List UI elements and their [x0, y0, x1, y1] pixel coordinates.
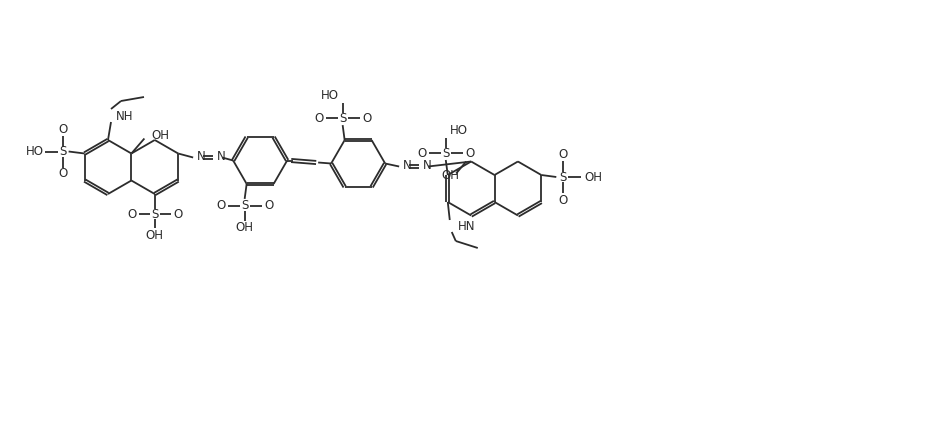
Text: OH: OH	[235, 222, 254, 234]
Text: OH: OH	[151, 129, 169, 142]
Text: HO: HO	[450, 124, 468, 136]
Text: O: O	[314, 111, 323, 124]
Text: N: N	[403, 159, 412, 172]
Text: S: S	[241, 199, 248, 212]
Text: O: O	[465, 146, 474, 160]
Text: O: O	[58, 167, 67, 180]
Text: O: O	[559, 194, 568, 206]
Text: O: O	[559, 148, 568, 160]
Text: O: O	[417, 146, 427, 160]
Text: O: O	[362, 111, 372, 124]
Text: OH: OH	[441, 169, 460, 182]
Text: N: N	[217, 150, 226, 163]
Text: OH: OH	[585, 170, 602, 184]
Text: HO: HO	[25, 145, 44, 158]
Text: N: N	[197, 150, 205, 163]
Text: OH: OH	[146, 228, 163, 241]
Text: O: O	[173, 208, 182, 221]
Text: NH: NH	[116, 109, 134, 122]
Text: N: N	[423, 159, 432, 172]
Text: S: S	[151, 208, 159, 221]
Text: S: S	[339, 111, 347, 124]
Text: S: S	[442, 146, 449, 160]
Text: O: O	[58, 123, 67, 136]
Text: O: O	[216, 199, 225, 212]
Text: HO: HO	[320, 89, 339, 102]
Text: O: O	[127, 208, 136, 221]
Text: S: S	[59, 145, 66, 158]
Text: S: S	[559, 170, 567, 184]
Text: HN: HN	[458, 219, 475, 233]
Text: O: O	[264, 199, 274, 212]
